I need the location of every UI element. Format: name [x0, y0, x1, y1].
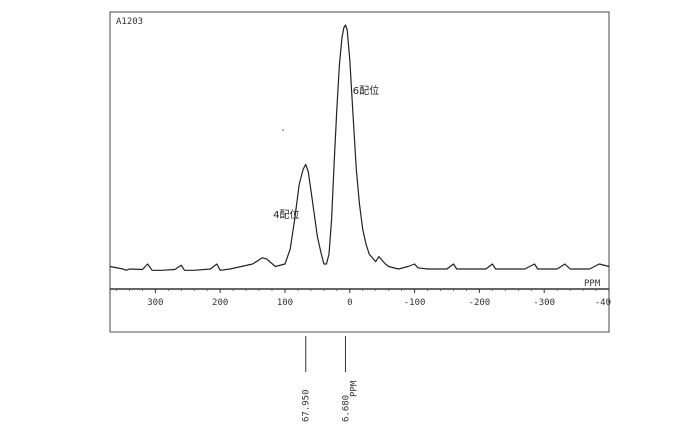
chart-title: A1203 — [116, 17, 143, 27]
series-group — [109, 24, 610, 271]
x-tick-label: 200 — [212, 298, 228, 308]
peak-marker-unit: PPM — [349, 380, 359, 397]
x-tick-label: 300 — [147, 298, 163, 308]
x-tick-label: -100 — [404, 298, 426, 308]
peak-marker-label: 67.950 — [302, 389, 312, 422]
x-tick-label: -40 — [595, 298, 611, 308]
annotation-label: 6配位 — [353, 84, 379, 97]
annotation-label: 4配位 — [273, 208, 299, 221]
plot-frame — [109, 11, 610, 333]
stray-dot — [282, 129, 284, 131]
peak-marker-label: 6.680 — [341, 395, 351, 422]
x-tick-label: -300 — [533, 298, 555, 308]
x-ticks: 300 200 100 0 -100 -200 -300 -40 — [116, 289, 611, 308]
spectrum-line — [109, 24, 610, 271]
x-tick-label: -200 — [469, 298, 491, 308]
annotations: 6配位 4配位 — [273, 84, 379, 221]
x-tick-label: 0 — [347, 298, 352, 308]
x-tick-label: 100 — [277, 298, 293, 308]
x-axis-unit-label: PPM — [584, 279, 601, 289]
